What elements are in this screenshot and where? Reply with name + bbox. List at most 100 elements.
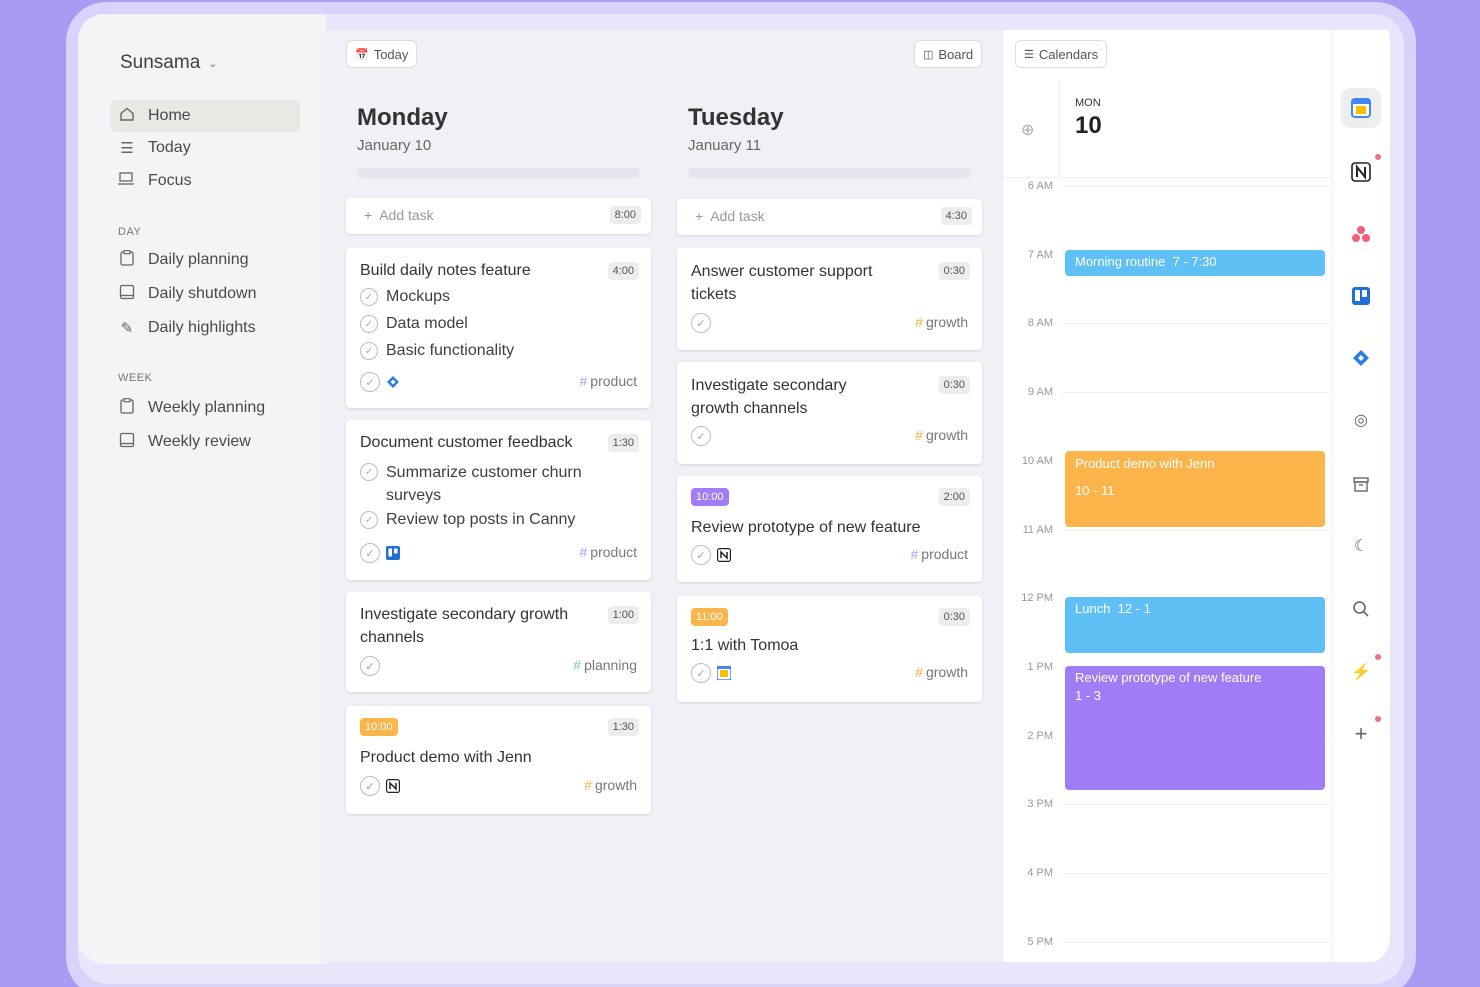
sidebar-item-focus[interactable]: Focus	[110, 165, 300, 197]
channel-tag[interactable]: # product	[579, 373, 638, 389]
complete-task-icon[interactable]: ✓	[691, 545, 711, 565]
task-card[interactable]: 11:00 0:30 1:1 with Tomoa ✓ # growth	[677, 596, 982, 702]
task-card[interactable]: Document customer feedback 1:30 ✓ Summari…	[346, 420, 651, 580]
calendar-event[interactable]: Review prototype of new feature 1 - 3	[1065, 666, 1325, 790]
zoom-in-icon[interactable]: ⊕	[1021, 122, 1035, 139]
asana-icon[interactable]	[1349, 222, 1373, 246]
hour-label: 4 PM	[1027, 867, 1053, 879]
channel-tag[interactable]: # planning	[573, 657, 637, 673]
filter-icon: ☰	[1024, 48, 1034, 61]
notification-dot	[1375, 716, 1381, 722]
task-card[interactable]: 10:00 2:00 Review prototype of new featu…	[677, 476, 982, 582]
complete-task-icon[interactable]: ✓	[360, 543, 380, 563]
task-card[interactable]: Investigate secondary growth channels 0:…	[677, 362, 982, 464]
sidebar-item-label: Daily highlights	[148, 319, 256, 336]
lightning-icon[interactable]: ⚡	[1351, 664, 1371, 681]
sidebar: Sunsama ⌄ Home ☰ Today Focus DAY Daily p…	[78, 14, 326, 964]
subtask-label: Review top posts in Canny	[386, 511, 576, 528]
list-icon: ☰	[120, 140, 134, 157]
check-circle-icon[interactable]: ✓	[360, 511, 378, 529]
google-calendar-icon[interactable]	[1349, 96, 1373, 120]
task-duration: 0:30	[938, 262, 970, 280]
task-card[interactable]: 10:00 1:30 Product demo with Jenn ✓ # gro…	[346, 706, 651, 814]
hour-label: 9 AM	[1027, 386, 1053, 399]
complete-task-icon[interactable]: ✓	[691, 313, 711, 333]
add-task-label: Add task	[710, 208, 765, 224]
tag-label: growth	[925, 664, 968, 680]
sidebar-item-daily-planning[interactable]: Daily planning	[110, 244, 300, 276]
tuesday-add-task[interactable]: + Add task 4:30	[677, 199, 982, 235]
tuesday-total-duration: 4:30	[940, 207, 972, 225]
target-icon[interactable]: ◎	[1354, 412, 1368, 429]
calendar-header-divider	[1059, 80, 1060, 178]
task-title: Document customer feedback	[360, 434, 573, 451]
sidebar-item-today[interactable]: ☰ Today	[110, 132, 300, 164]
jira-icon[interactable]	[1349, 346, 1373, 370]
task-card[interactable]: Answer customer support tickets 0:30 ✓ #…	[677, 248, 982, 350]
hour-label: 3 PM	[1027, 798, 1053, 811]
calendars-button[interactable]: ☰ Calendars	[1015, 40, 1108, 68]
tag-label: product	[590, 373, 637, 389]
sidebar-item-weekly-review[interactable]: Weekly review	[110, 426, 300, 458]
channel-tag[interactable]: # growth	[584, 777, 637, 793]
hour-line	[1061, 873, 1331, 874]
subtask[interactable]: ✓ Basic functionality	[360, 342, 514, 360]
complete-task-icon[interactable]: ✓	[691, 663, 711, 683]
calendar-event[interactable]: Morning routine 7 - 7:30	[1065, 250, 1325, 276]
monday-add-task[interactable]: + Add task 8:00	[346, 198, 651, 234]
task-duration: 1:30	[607, 718, 639, 736]
plus-icon[interactable]: +	[1354, 721, 1368, 746]
subtask[interactable]: ✓ Summarize customer churn surveys	[360, 461, 626, 507]
monday-total-duration: 8:00	[609, 206, 641, 224]
sidebar-item-daily-highlights[interactable]: ✎ Daily highlights	[110, 312, 300, 344]
notification-dot	[1375, 154, 1381, 160]
today-button[interactable]: 📅 Today	[346, 40, 418, 68]
channel-tag[interactable]: # product	[579, 544, 638, 560]
event-title: Morning routine	[1075, 254, 1166, 269]
check-circle-icon[interactable]: ✓	[360, 315, 378, 333]
hour-label: 5 PM	[1027, 935, 1053, 948]
calendar-day-abbr: MON	[1075, 97, 1101, 109]
calendar-event[interactable]: Product demo with Jenn 10 - 11	[1065, 451, 1325, 527]
complete-task-icon[interactable]: ✓	[360, 776, 380, 796]
section-label-week: WEEK	[118, 372, 153, 384]
check-circle-icon[interactable]: ✓	[360, 463, 378, 481]
subtask[interactable]: ✓ Data model	[360, 315, 468, 333]
today-button-label: Today	[373, 46, 409, 62]
complete-task-icon[interactable]: ✓	[360, 656, 380, 676]
moon-icon[interactable]: ☾	[1353, 538, 1369, 555]
task-card[interactable]: Build daily notes feature 4:00 ✓ Mockups …	[346, 248, 651, 408]
sidebar-item-home[interactable]: Home	[110, 100, 300, 132]
check-circle-icon[interactable]: ✓	[360, 288, 378, 306]
calendar-event[interactable]: Lunch 12 - 1	[1065, 597, 1325, 653]
trello-icon[interactable]	[1349, 284, 1373, 308]
search-icon[interactable]	[1349, 597, 1373, 621]
task-duration: 0:30	[938, 608, 970, 626]
notion-icon[interactable]	[1349, 160, 1373, 184]
channel-tag[interactable]: # growth	[915, 664, 968, 680]
workspace-name: Sunsama	[120, 52, 201, 73]
section-label-day: DAY	[118, 226, 142, 238]
sidebar-item-daily-shutdown[interactable]: Daily shutdown	[110, 278, 300, 310]
task-title: Answer customer support tickets	[691, 263, 873, 303]
home-icon	[118, 106, 136, 126]
workspace-switcher[interactable]: Sunsama ⌄	[120, 52, 218, 74]
hour-line	[1061, 941, 1331, 943]
channel-tag[interactable]: # growth	[915, 314, 968, 330]
channel-tag[interactable]: # product	[910, 546, 969, 562]
subtask[interactable]: ✓ Review top posts in Canny	[360, 511, 575, 529]
complete-task-icon[interactable]: ✓	[360, 372, 380, 392]
hour-label: 12 PM	[1021, 592, 1053, 605]
board-button-label: Board	[938, 46, 974, 62]
channel-tag[interactable]: # growth	[915, 427, 968, 443]
archive-icon[interactable]	[1349, 472, 1373, 496]
check-circle-icon[interactable]: ✓	[360, 342, 378, 360]
task-card[interactable]: Investigate secondary growth channels 1:…	[346, 592, 651, 692]
calendar-day-number: 10	[1075, 112, 1102, 139]
tag-label: growth	[594, 777, 637, 793]
complete-task-icon[interactable]: ✓	[691, 426, 711, 446]
board-button[interactable]: ◫ Board	[914, 40, 983, 68]
subtask[interactable]: ✓ Mockups	[360, 288, 450, 306]
sidebar-item-weekly-planning[interactable]: Weekly planning	[110, 392, 300, 424]
hour-label: 1 PM	[1027, 660, 1053, 673]
